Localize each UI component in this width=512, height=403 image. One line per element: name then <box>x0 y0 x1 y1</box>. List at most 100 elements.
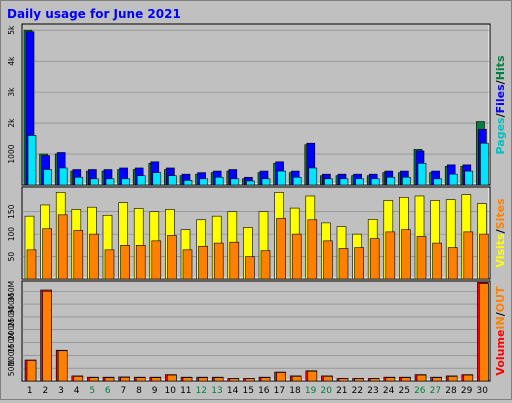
day-label: 12 <box>196 386 207 396</box>
y-tick-label-3: 200M <box>7 319 16 340</box>
day-label: 9 <box>152 386 158 396</box>
sites-bar <box>260 250 271 280</box>
day-label: 10 <box>164 386 176 396</box>
sites-bar <box>276 218 286 280</box>
y-tick-label-3: 50M <box>7 360 16 376</box>
volume-out-bar <box>135 377 146 382</box>
legend-pages-files-hits-part: Hits <box>494 55 507 80</box>
y-tick-label-3: 300M <box>7 294 16 315</box>
pages-bar <box>136 175 146 186</box>
pages-bar <box>292 176 302 186</box>
sites-bar <box>354 247 364 280</box>
sites-bar <box>167 235 177 280</box>
pages-bar <box>90 178 99 186</box>
volume-out-bar <box>167 374 177 382</box>
y-tick-label-3: 150M <box>7 332 16 353</box>
day-label: 16 <box>258 386 270 396</box>
pages-bar <box>480 142 489 186</box>
volume-out-bar <box>369 378 380 382</box>
legend-pages-files-hits-part: / <box>494 79 507 84</box>
sites-bar <box>245 256 255 280</box>
day-label: 15 <box>242 386 253 396</box>
sites-bar <box>120 245 130 280</box>
y-tick-label-2: 100 <box>7 227 16 242</box>
y-tick-label-2: 150 <box>7 204 16 219</box>
legend-volume-in-out: VolumeIN/OUT <box>494 286 507 376</box>
pages-bar <box>308 167 318 186</box>
legend-visits-sites: Visits/Sites <box>494 198 507 268</box>
pages-bar <box>433 178 442 186</box>
day-label: 7 <box>121 386 127 396</box>
volume-out-bar <box>73 376 84 382</box>
sites-bar <box>291 233 302 280</box>
pages-bar <box>58 167 68 186</box>
plot-panel-3 <box>21 280 491 382</box>
day-label: 20 <box>320 386 332 396</box>
legend-pages-files-hits-part: Files <box>494 84 507 114</box>
y-tick-label-1: 2k <box>7 118 16 128</box>
volume-out-bar <box>229 378 240 382</box>
day-label: 27 <box>430 386 441 396</box>
y-tick-label-1: 4k <box>7 56 16 66</box>
day-label: 24 <box>383 386 395 396</box>
volume-out-bar <box>182 377 193 382</box>
day-label: 22 <box>352 386 363 396</box>
day-label: 17 <box>274 386 285 396</box>
y-tick-label-2: 50 <box>7 252 16 262</box>
volume-out-bar <box>479 283 489 382</box>
day-label: 1 <box>27 386 33 396</box>
sites-bar <box>198 245 208 280</box>
y-tick-label-3: 100M <box>7 345 16 366</box>
y-tick-label-1: 5k <box>7 25 16 35</box>
sites-bar <box>385 231 396 280</box>
volume-out-bar <box>42 290 52 382</box>
y-tick-label-3: 350M <box>7 281 16 302</box>
legend-volume-in-out-part: IN <box>494 316 507 329</box>
day-label: 30 <box>476 386 488 396</box>
legend-volume-in-out-part: Volume <box>494 330 507 376</box>
day-label: 5 <box>89 386 95 396</box>
sites-bar <box>416 236 427 280</box>
pages-bar <box>448 173 458 186</box>
legend-volume-in-out-part: / <box>494 311 507 316</box>
legend-visits-sites-part: Sites <box>494 198 507 229</box>
legend-visits-sites-part: Visits <box>494 233 507 268</box>
y-tick-label-1: 1000 <box>7 144 16 163</box>
volume-out-bar <box>104 377 115 382</box>
pages-bar <box>230 178 240 186</box>
pages-bar <box>246 180 255 186</box>
volume-out-bar <box>276 372 286 382</box>
volume-out-bar <box>198 377 208 382</box>
volume-out-bar <box>354 378 364 382</box>
volume-out-bar <box>26 360 37 382</box>
volume-out-bar <box>323 376 333 382</box>
sites-bar <box>182 249 193 280</box>
volume-out-bar <box>401 377 411 382</box>
legend-pages-files-hits-part: / <box>494 112 507 117</box>
day-label: 19 <box>305 386 317 396</box>
day-label: 23 <box>367 386 378 396</box>
y-tick-label-3: 250M <box>7 306 16 327</box>
legend-pages-files-hits: Pages/Files/Hits <box>494 55 507 154</box>
pages-bar <box>370 178 380 186</box>
day-label: 21 <box>336 386 347 396</box>
legend-pages-files-hits-part: Pages <box>494 117 507 155</box>
day-label: 14 <box>227 386 239 396</box>
pages-bar <box>43 169 52 186</box>
sites-bar <box>432 242 442 280</box>
pages-bar <box>27 135 37 186</box>
pages-bar <box>105 178 115 186</box>
pages-bar <box>386 176 396 186</box>
sites-bar <box>369 238 380 280</box>
day-label: 4 <box>74 386 80 396</box>
volume-out-bar <box>338 378 349 382</box>
sites-bar <box>338 248 349 280</box>
sites-bar <box>104 249 115 280</box>
volume-out-bar <box>120 377 130 382</box>
volume-out-bar <box>89 377 99 382</box>
sites-bar <box>73 230 84 280</box>
legend-volume-in-out-part: OUT <box>494 286 507 312</box>
sites-bar <box>463 231 474 280</box>
pages-bar <box>74 176 84 186</box>
